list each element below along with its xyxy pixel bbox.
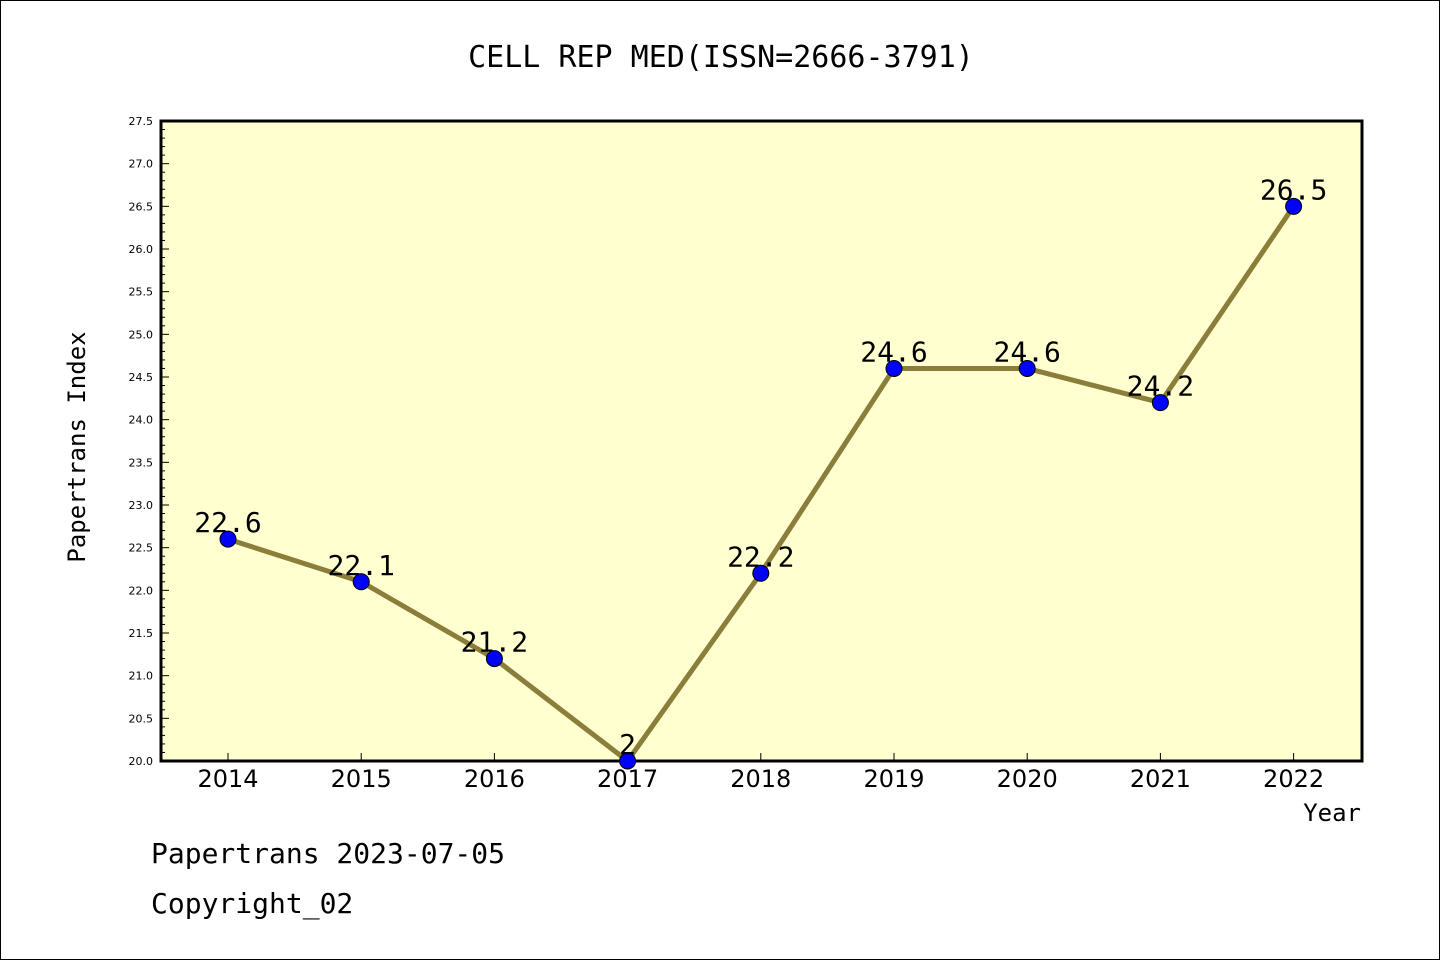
x-tick-label: 2020 <box>997 765 1058 793</box>
y-tick-label: 21.5 <box>129 627 154 640</box>
data-point <box>1285 197 1303 215</box>
data-point <box>1151 394 1169 412</box>
data-label: 2 <box>619 728 636 761</box>
data-label: 24.6 <box>860 335 927 368</box>
data-point <box>885 359 903 377</box>
data-label: 26.5 <box>1260 173 1327 206</box>
y-tick-label: 22.0 <box>129 584 154 597</box>
y-tick-label: 20.0 <box>129 755 154 768</box>
y-axis-label: Papertrans Index <box>63 331 91 562</box>
x-tick-label: 2015 <box>331 765 392 793</box>
y-tick-label: 23.0 <box>129 499 154 512</box>
data-label: 22.6 <box>194 506 261 539</box>
data-point <box>1018 359 1036 377</box>
data-point <box>619 752 637 770</box>
data-point <box>752 564 770 582</box>
y-tick-label: 26.5 <box>129 200 154 213</box>
data-label: 21.2 <box>461 626 528 659</box>
chart-title: CELL REP MED(ISSN=2666-3791) <box>468 40 974 75</box>
y-tick-label: 22.5 <box>129 542 154 555</box>
data-label: 24.2 <box>1127 370 1194 403</box>
x-axis: 2014 2015 2016 2017 2018 2019 2020 2021 2022 <box>197 753 1324 793</box>
footer-date: Papertrans 2023-07-05 <box>151 837 506 870</box>
data-point <box>352 573 370 591</box>
series-group: 22.6 22.1 21.2 2 22.2 24.6 24.6 24.2 26.5 <box>194 173 1327 770</box>
x-tick-label: 2014 <box>197 765 258 793</box>
y-tick-label: 21.0 <box>129 670 154 683</box>
data-label: 22.1 <box>327 549 394 582</box>
footer-copyright: Copyright_02 <box>151 887 354 920</box>
data-label: 24.6 <box>993 335 1060 368</box>
y-tick-label: 26.0 <box>129 243 154 256</box>
plot-area <box>159 119 1364 763</box>
data-point <box>485 650 503 668</box>
y-axis: 20.0 20.5 21.0 21.5 22.0 22.5 23.0 23.5 24.0 24.5… <box>129 115 169 768</box>
y-tick-label: 27.5 <box>129 115 154 128</box>
data-point <box>219 530 237 548</box>
y-tick-label: 27.0 <box>129 158 154 171</box>
y-tick-label: 24.5 <box>129 371 154 384</box>
data-label: 22.2 <box>727 540 794 573</box>
x-tick-label: 2016 <box>464 765 525 793</box>
y-tick-label: 25.5 <box>129 286 154 299</box>
x-tick-label: 2021 <box>1130 765 1191 793</box>
y-tick-label: 25.0 <box>129 328 154 341</box>
x-axis-label: Year <box>1303 799 1361 827</box>
x-tick-label: 2018 <box>730 765 791 793</box>
x-tick-label: 2019 <box>863 765 924 793</box>
y-tick-label: 24.0 <box>129 414 154 427</box>
x-tick-label: 2022 <box>1263 765 1324 793</box>
x-tick-label: 2017 <box>597 765 658 793</box>
y-tick-label: 20.5 <box>129 712 154 725</box>
y-tick-label: 23.5 <box>129 456 154 469</box>
